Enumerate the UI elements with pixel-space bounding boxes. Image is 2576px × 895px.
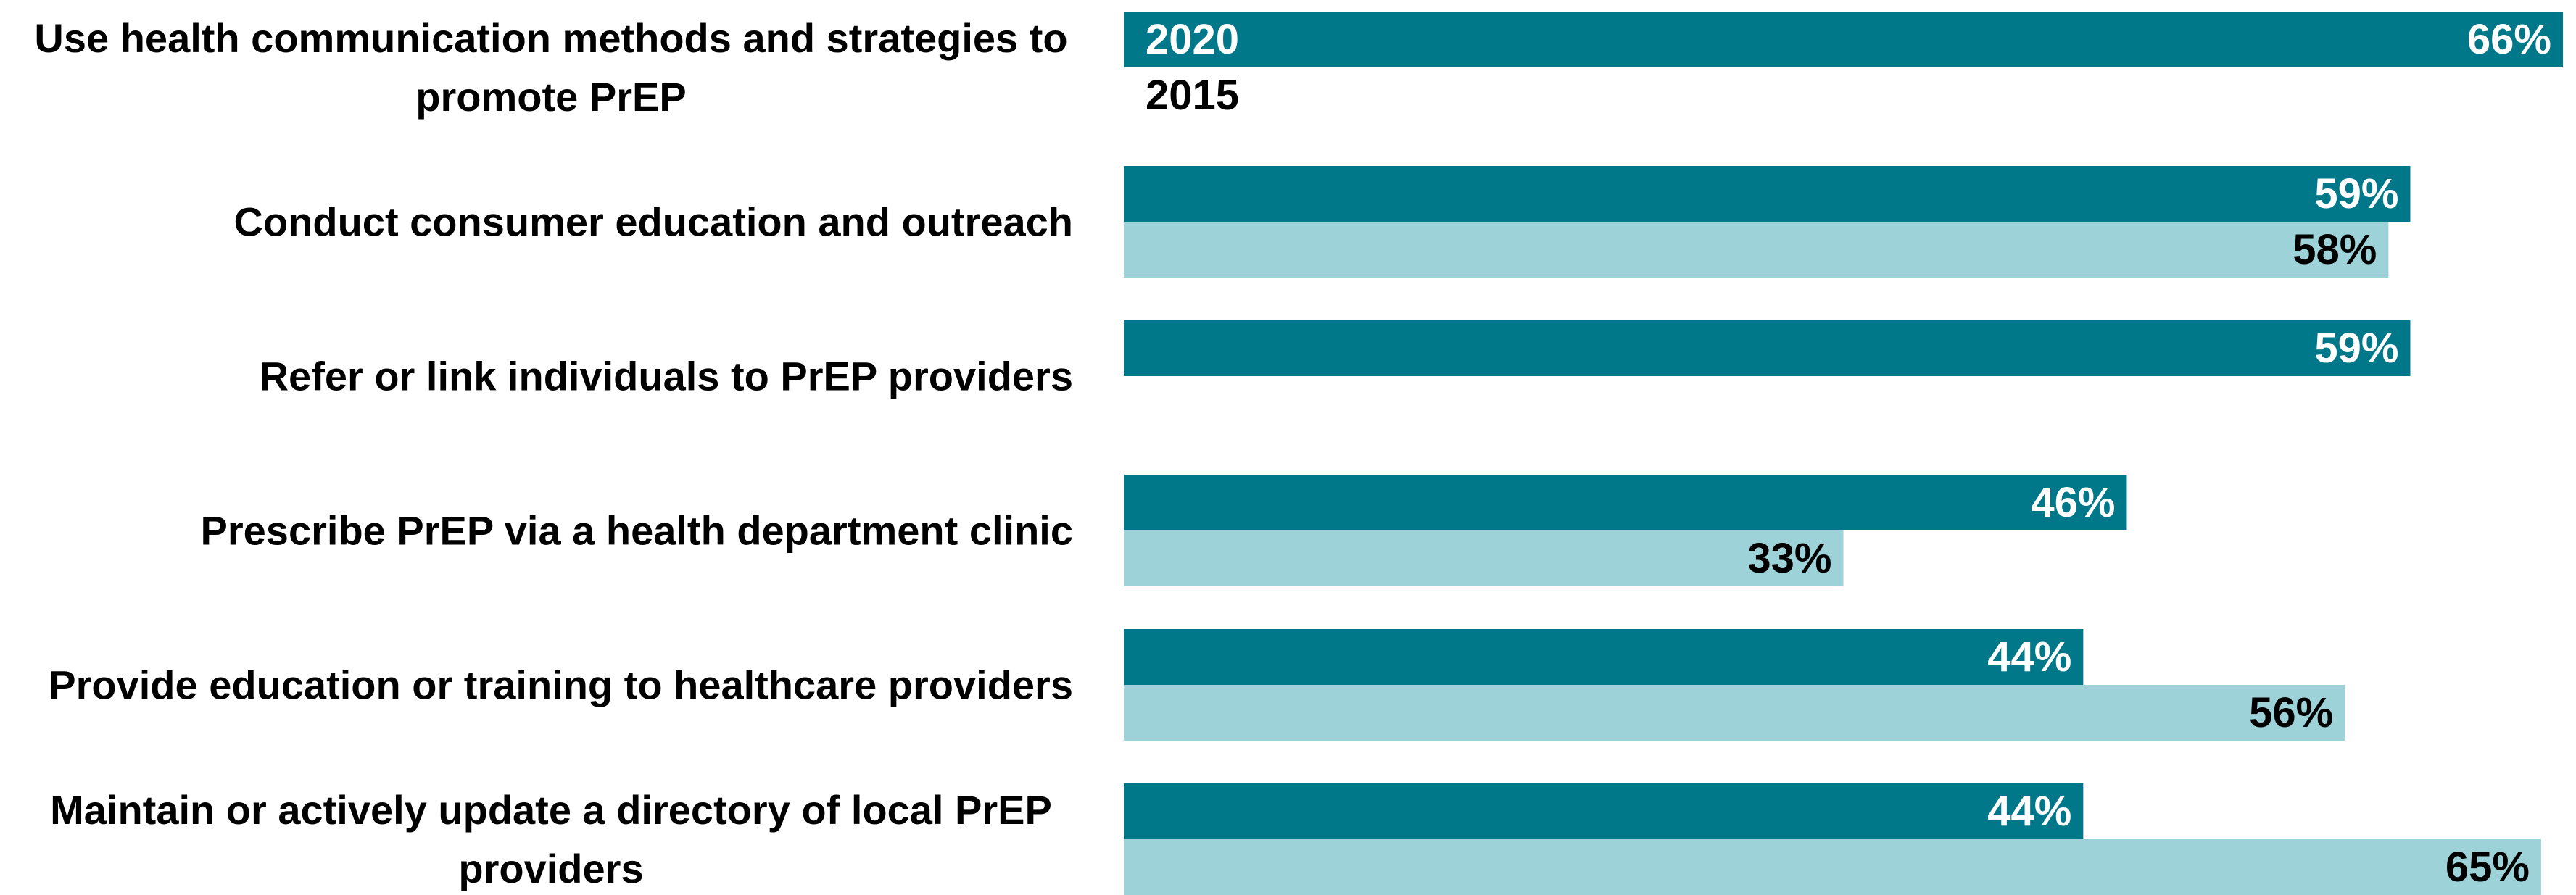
bar	[1124, 320, 2411, 376]
category-label: Prescribe PrEP via a health department c…	[200, 507, 1073, 554]
value-label: 44%	[1987, 633, 2071, 680]
bar	[1124, 530, 1844, 586]
bar	[1124, 839, 2541, 895]
bar	[1124, 475, 2127, 530]
value-label: 59%	[2314, 325, 2398, 372]
legend-label: 2020	[1146, 16, 1239, 63]
value-label: 33%	[1747, 535, 1831, 582]
category-label: Conduct consumer education and outreach	[233, 199, 1073, 245]
value-label: 59%	[2314, 170, 2398, 217]
category-label: Refer or link individuals to PrEP provid…	[259, 353, 1073, 399]
category-label: Maintain or actively update a directory …	[50, 786, 1052, 891]
bar	[1124, 783, 2084, 839]
bar	[1124, 12, 2563, 67]
bar	[1124, 685, 2345, 741]
bar	[1124, 629, 2084, 685]
value-label: 44%	[1987, 788, 2071, 835]
value-label: 58%	[2293, 226, 2377, 273]
category-label: Use health communication methods and str…	[34, 14, 1068, 120]
bar	[1124, 166, 2411, 222]
bar	[1124, 222, 2389, 278]
category-label: Provide education or training to healthc…	[49, 662, 1073, 708]
value-label: 46%	[2031, 479, 2115, 526]
legend-label: 2015	[1146, 72, 1239, 119]
value-label: 56%	[2249, 689, 2333, 736]
value-label: 66%	[2467, 16, 2551, 63]
value-label: 65%	[2445, 844, 2530, 891]
